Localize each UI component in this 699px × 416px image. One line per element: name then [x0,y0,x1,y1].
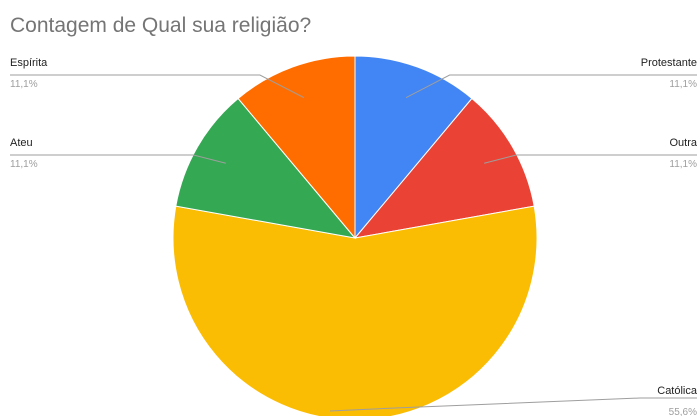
slice-label: Ateu [10,137,33,149]
slice-label: Protestante [641,57,697,69]
slice-value-label: 11,1% [10,159,38,170]
pie-slice-catolica [172,205,538,416]
slice-value-label: 55,6% [669,407,697,416]
slice-label: Católica [657,385,698,397]
leader-line [329,397,697,412]
pie-slice-protestante [354,55,473,240]
pie-slice-outra [353,97,535,239]
slice-label: Espírita [10,57,48,69]
leader-line [484,154,697,164]
slice-value-label: 11,1% [669,79,697,90]
chart-title: Contagem de Qual sua religião? [10,14,312,37]
pie-slice-espirita [237,55,356,240]
slice-label: Outra [669,137,697,149]
pie-slice-ateu [175,97,357,239]
leader-line [10,154,226,164]
leader-line [10,74,305,99]
slice-value-label: 11,1% [10,79,38,90]
leader-line [405,74,697,99]
slice-value-label: 11,1% [669,159,697,170]
